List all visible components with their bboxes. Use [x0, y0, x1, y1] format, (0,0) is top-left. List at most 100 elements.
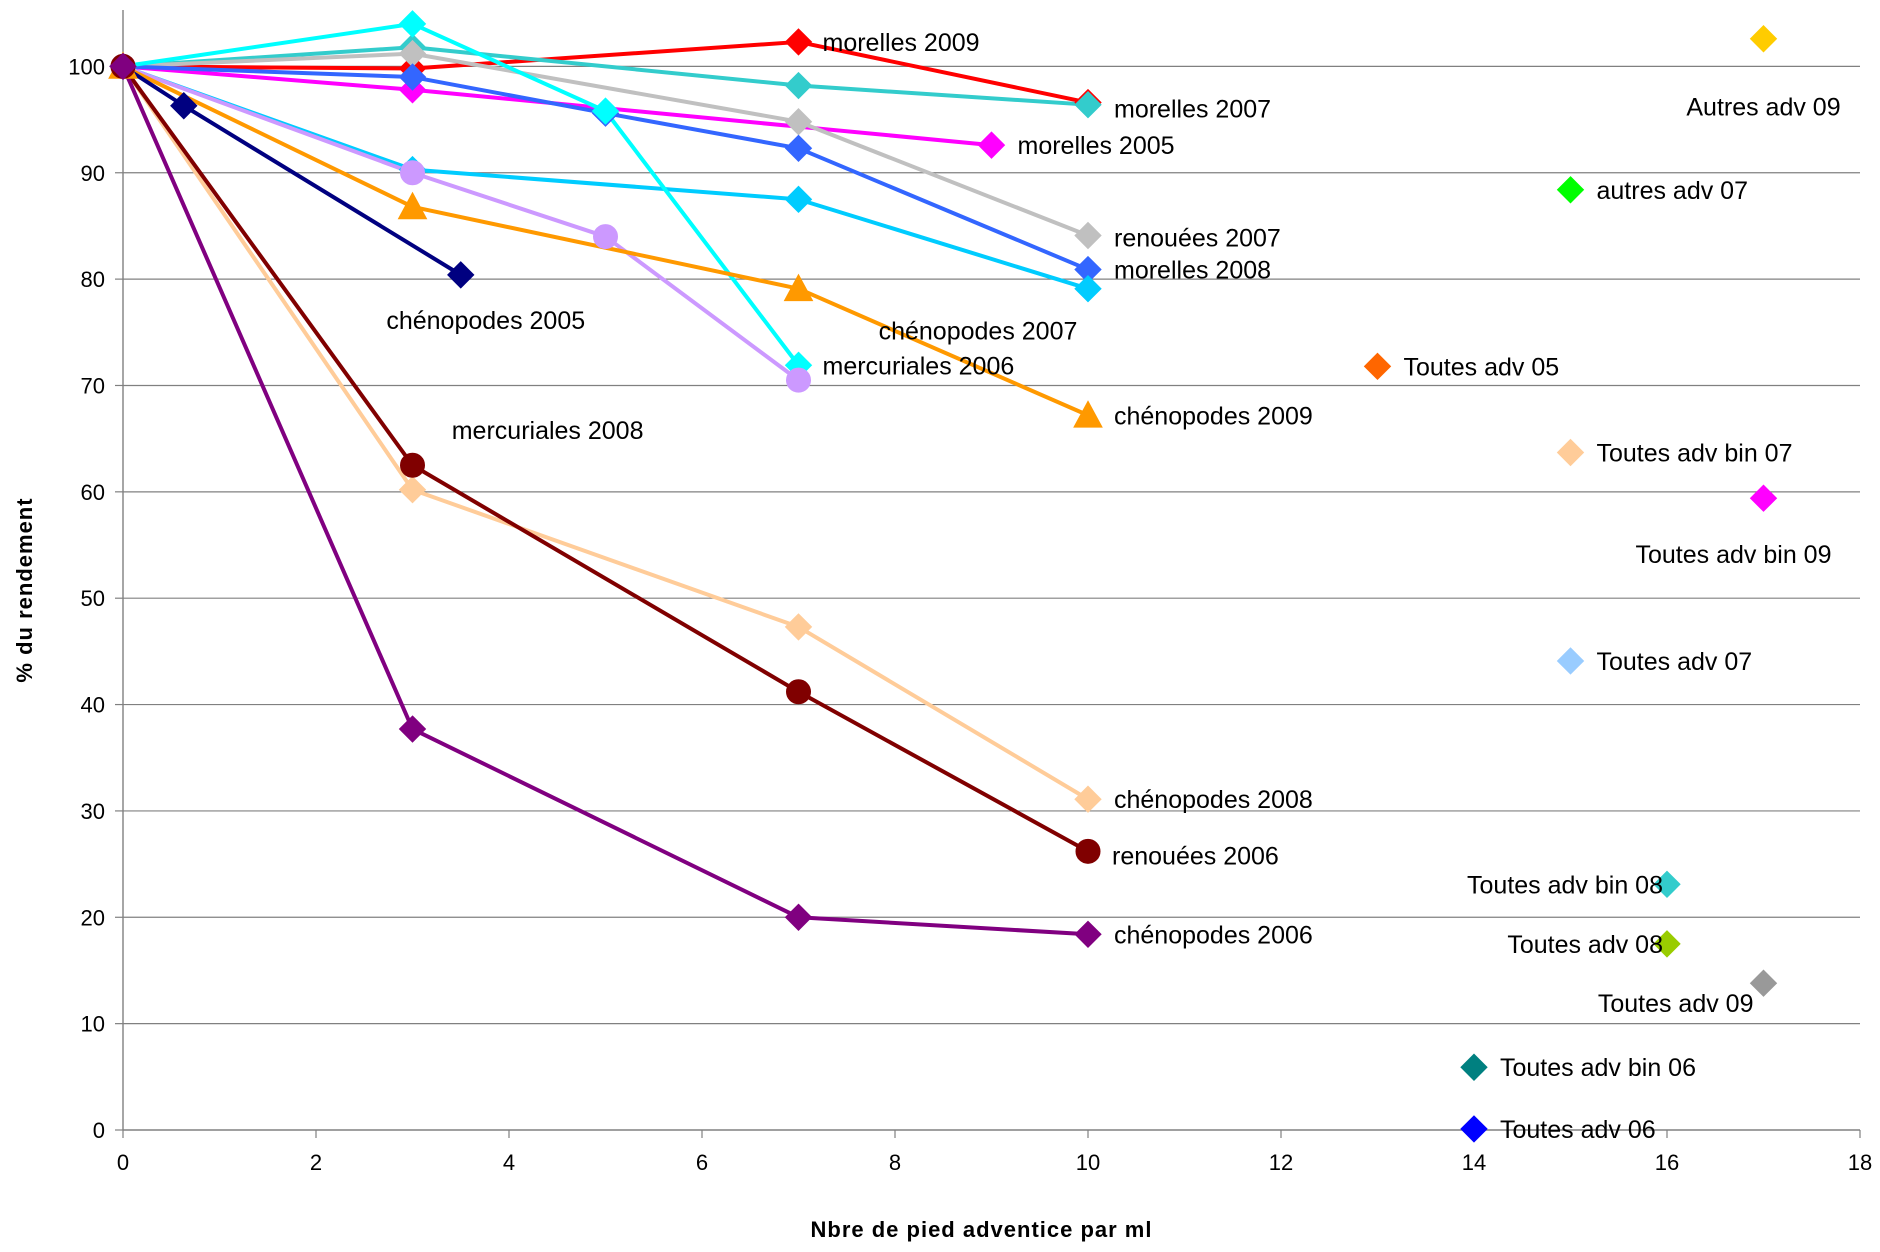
x-tick-label-12: 12 [1269, 1150, 1293, 1175]
series-label-toutes-adv-07: Toutes adv 07 [1597, 648, 1753, 676]
y-tick-label-90: 90 [81, 161, 105, 186]
point-renouees-2006-2 [786, 679, 811, 705]
series-label-toutes-adv-bin-07: Toutes adv bin 07 [1597, 439, 1793, 467]
point-mercuriales-2006-2 [591, 97, 620, 125]
y-tick-label-40: 40 [81, 693, 105, 718]
point-renouees-2006-3 [1075, 838, 1101, 864]
x-tick-label-16: 16 [1655, 1150, 1679, 1175]
point-chenopodes-2008-1 [398, 476, 427, 504]
y-tick-label-30: 30 [81, 799, 105, 824]
series-label-chenopodes-2007: chénopodes 2007 [879, 318, 1078, 346]
point-toutes-adv-bin-07-0 [1556, 438, 1585, 467]
series-label-mercuriales-2008: mercuriales 2008 [452, 417, 644, 445]
series-label-morelles-2007: morelles 2007 [1114, 96, 1271, 124]
series-label-renouees-2007: renouées 2007 [1114, 225, 1281, 253]
point-autres-adv-09-0 [1749, 25, 1778, 53]
series-label-toutes-adv-09: Toutes adv 09 [1598, 990, 1754, 1018]
point-morelles-2007-3 [1074, 90, 1102, 119]
point-autres-adv-07-0 [1556, 176, 1585, 204]
series-line-mercuriales-2008 [122, 64, 800, 382]
point-mercuriales-2006-1 [398, 10, 427, 38]
series-markers [108, 10, 1778, 1143]
y-tick-label-50: 50 [81, 586, 105, 611]
point-toutes-adv-09-0 [1749, 969, 1778, 997]
series-label-morelles-2008: morelles 2008 [1114, 257, 1271, 285]
series-line-morelles-2009 [122, 39, 1089, 105]
point-mercuriales-2008-3 [786, 367, 811, 393]
point-chenopodes-2008-2 [784, 613, 813, 641]
series-label-chenopodes-2009: chénopodes 2009 [1114, 402, 1313, 430]
y-tick-label-60: 60 [81, 480, 105, 505]
point-renouees-2007-2 [784, 108, 813, 136]
x-tick-label-8: 8 [889, 1150, 901, 1175]
point-renouees-2007-3 [1074, 221, 1102, 250]
series-label-autres-adv-09: Autres adv 09 [1686, 94, 1840, 122]
series-label-chenopodes-2006: chénopodes 2006 [1114, 921, 1313, 949]
x-tick-label-14: 14 [1462, 1150, 1486, 1175]
point-chenopodes-2009-2 [783, 273, 814, 302]
y-tick-label-70: 70 [81, 373, 105, 398]
point-toutes-adv-bin-09-0 [1749, 484, 1778, 512]
y-tick-label-0: 0 [93, 1118, 105, 1143]
point-renouees-2006-1 [400, 452, 425, 478]
point-chenopodes-2007-2 [784, 185, 813, 214]
series-label-toutes-adv-05: Toutes adv 05 [1404, 353, 1560, 381]
point-toutes-adv-bin-08-0 [1653, 870, 1681, 899]
series-line-chenopodes-2008 [121, 65, 1090, 801]
y-axis-title: % du rendement [12, 497, 37, 682]
point-morelles-2008-1 [398, 63, 427, 91]
point-mercuriales-2008-2 [593, 224, 618, 250]
series-line-chenopodes-2006 [121, 65, 1089, 937]
point-toutes-adv-06-0 [1460, 1115, 1488, 1143]
point-chenopodes-2008-3 [1074, 785, 1102, 813]
series-label-toutes-adv-08: Toutes adv 08 [1507, 931, 1663, 959]
series-line-mercuriales-2006 [122, 21, 801, 367]
point-morelles-2005-2 [977, 131, 1006, 159]
x-axis-title: Nbre de pied adventice par ml [811, 1217, 1153, 1242]
x-tick-label-0: 0 [117, 1150, 129, 1175]
y-tick-label-100: 100 [68, 54, 105, 79]
series-line-renouees-2006 [121, 65, 1089, 854]
series-label-autres-adv-07: autres adv 07 [1597, 177, 1749, 205]
x-tick-label-4: 4 [503, 1150, 515, 1175]
point-chenopodes-2005-2 [447, 261, 475, 289]
series-line-morelles-2007 [122, 45, 1089, 107]
point-chenopodes-2006-2 [784, 903, 813, 931]
y-tick-label-80: 80 [81, 267, 105, 292]
x-tick-label-10: 10 [1076, 1150, 1100, 1175]
point-toutes-adv-05-0 [1363, 352, 1392, 381]
x-tick-label-2: 2 [310, 1150, 322, 1175]
series-label-toutes-adv-06: Toutes adv 06 [1500, 1116, 1656, 1144]
point-mercuriales-2008-1 [400, 160, 425, 186]
series-label-toutes-adv-bin-09: Toutes adv bin 09 [1636, 541, 1832, 569]
point-chenopodes-2007-3 [1074, 274, 1102, 303]
series-label-toutes-adv-bin-08: Toutes adv bin 08 [1467, 871, 1663, 899]
series-labels: morelles 2009 morelles 2007 morelles 2005 r… [386, 29, 1840, 1144]
x-tick-label-18: 18 [1848, 1150, 1872, 1175]
y-tick-label-10: 10 [81, 1012, 105, 1037]
point-chenopodes-2006-0 [109, 52, 137, 81]
axes: 0 10 20 30 40 50 60 70 80 90 100 0 2 4 6 8 10 12 14 16 18 [68, 10, 1872, 1175]
point-morelles-2007-2 [784, 71, 813, 100]
point-chenopodes-2006-1 [398, 715, 427, 743]
point-chenopodes-2005-1 [170, 92, 198, 120]
series-label-morelles-2009: morelles 2009 [823, 29, 980, 57]
point-toutes-adv-08-0 [1653, 930, 1681, 958]
y-tick-label-20: 20 [81, 905, 105, 930]
point-toutes-adv-bin-06-0 [1460, 1053, 1488, 1081]
point-morelles-2009-2 [784, 28, 813, 56]
series-lines [121, 21, 1090, 937]
series-label-mercuriales-2006: mercuriales 2006 [823, 352, 1015, 380]
series-label-toutes-adv-bin-06: Toutes adv bin 06 [1500, 1054, 1696, 1082]
point-chenopodes-2006-3 [1074, 920, 1102, 949]
series-label-chenopodes-2005: chénopodes 2005 [386, 307, 585, 335]
point-morelles-2008-3 [784, 134, 813, 163]
point-toutes-adv-07-0 [1556, 647, 1585, 675]
point-chenopodes-2009-3 [1073, 400, 1103, 428]
series-line-renouees-2007 [122, 51, 1089, 238]
series-label-morelles-2005: morelles 2005 [1018, 132, 1175, 160]
series-label-chenopodes-2008: chénopodes 2008 [1114, 786, 1313, 814]
point-chenopodes-2009-1 [397, 191, 428, 220]
x-tick-label-6: 6 [696, 1150, 708, 1175]
